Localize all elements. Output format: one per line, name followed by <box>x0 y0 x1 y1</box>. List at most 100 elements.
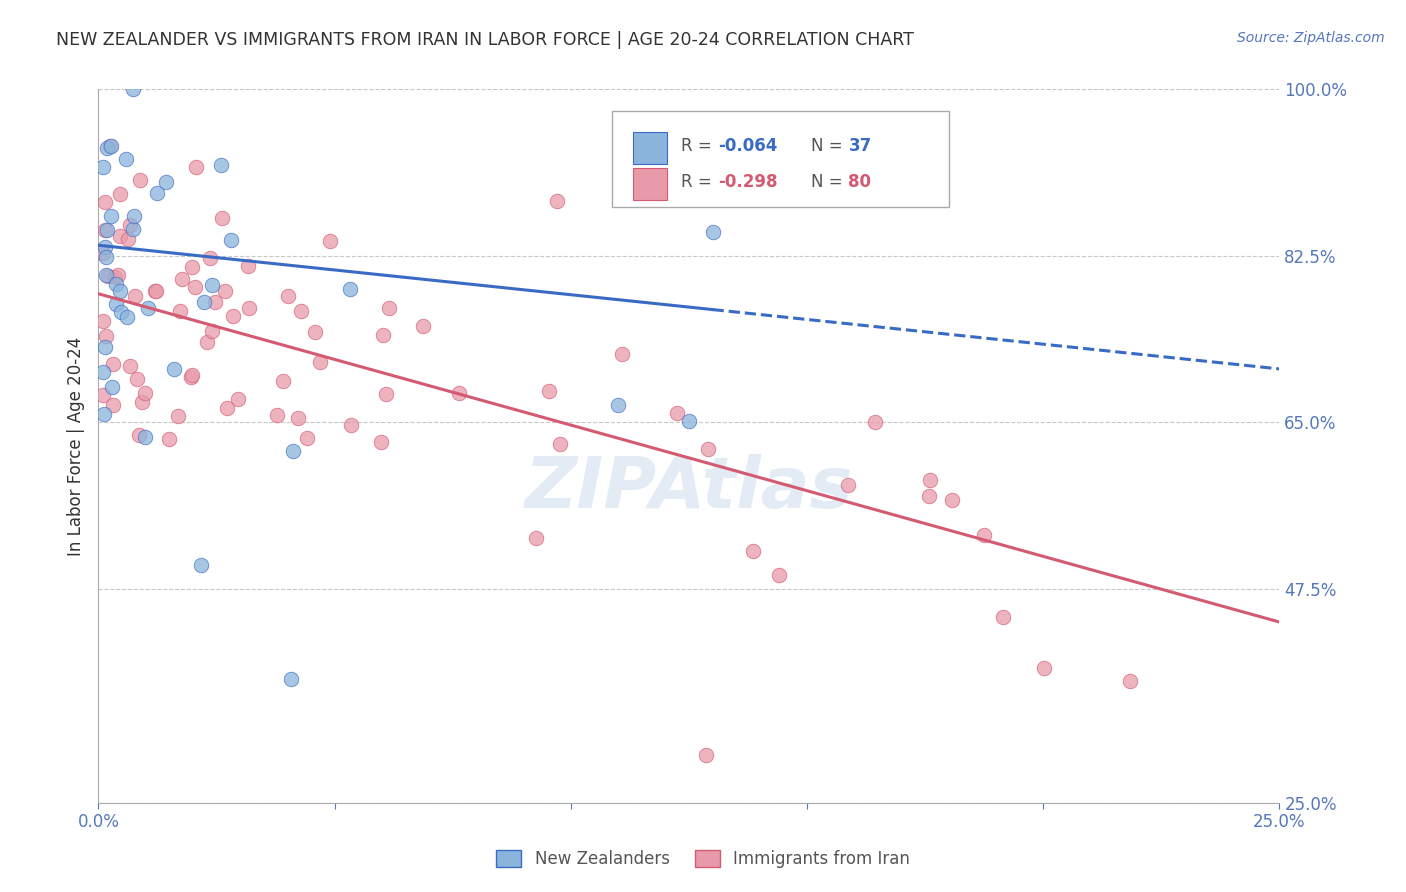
Point <box>309 355 332 369</box>
Point <box>524 531 547 545</box>
Point <box>117 232 139 246</box>
Point <box>219 233 242 247</box>
Point <box>129 173 152 187</box>
Point <box>155 175 177 189</box>
Point <box>702 225 724 239</box>
Text: 37: 37 <box>848 137 872 155</box>
Point <box>295 431 318 445</box>
Point <box>546 194 568 208</box>
Point <box>610 347 633 361</box>
Point <box>371 327 394 342</box>
Point <box>201 277 224 292</box>
Point <box>277 289 299 303</box>
Point <box>837 478 859 492</box>
Bar <box>634 132 666 164</box>
Point <box>180 260 202 274</box>
Point <box>280 672 302 686</box>
Point <box>108 229 131 244</box>
Text: ZIPAtlas: ZIPAtlas <box>524 454 853 524</box>
Point <box>863 415 886 429</box>
Point <box>94 240 117 254</box>
Point <box>136 301 159 315</box>
Point <box>678 414 700 428</box>
Point <box>122 82 145 96</box>
Point <box>104 277 127 291</box>
Point <box>339 282 361 296</box>
Point <box>195 334 218 349</box>
Point <box>215 401 238 416</box>
Point <box>91 314 114 328</box>
Point <box>114 153 136 167</box>
Text: -0.064: -0.064 <box>718 137 778 155</box>
Point <box>101 357 124 371</box>
Point <box>91 245 114 260</box>
Point <box>107 268 129 282</box>
Point <box>918 489 941 503</box>
Point <box>96 223 118 237</box>
Point <box>319 234 342 248</box>
Point <box>370 434 392 449</box>
Point <box>145 285 167 299</box>
Point <box>304 325 326 339</box>
Point <box>98 139 121 153</box>
Point <box>100 139 122 153</box>
Point <box>94 250 117 264</box>
Text: 80: 80 <box>848 173 872 191</box>
Point <box>157 432 180 446</box>
Point <box>695 748 717 763</box>
Point <box>108 285 131 299</box>
Point <box>93 407 115 421</box>
Point <box>184 161 207 175</box>
Point <box>1118 674 1140 689</box>
Point <box>374 386 396 401</box>
Point <box>412 319 434 334</box>
Text: N =: N = <box>811 137 848 155</box>
Point <box>238 301 260 315</box>
Point <box>125 372 148 386</box>
Point <box>287 410 309 425</box>
Point <box>110 305 132 319</box>
Point <box>447 385 470 400</box>
Point <box>124 289 146 303</box>
Bar <box>634 168 666 200</box>
Point <box>143 284 166 298</box>
Point <box>131 395 153 409</box>
Point <box>169 303 191 318</box>
Point <box>167 409 190 423</box>
Point <box>128 428 150 442</box>
Point <box>190 558 212 572</box>
Point <box>91 365 114 379</box>
Text: NEW ZEALANDER VS IMMIGRANTS FROM IRAN IN LABOR FORCE | AGE 20-24 CORRELATION CHA: NEW ZEALANDER VS IMMIGRANTS FROM IRAN IN… <box>56 31 914 49</box>
Point <box>211 211 233 226</box>
Point <box>91 161 114 175</box>
Point <box>283 443 305 458</box>
Point <box>273 374 295 388</box>
Point <box>94 268 117 282</box>
Text: R =: R = <box>681 173 717 191</box>
Text: R =: R = <box>681 137 717 155</box>
Point <box>145 186 167 201</box>
Point <box>101 398 124 412</box>
Point <box>226 392 249 406</box>
FancyBboxPatch shape <box>612 111 949 207</box>
Point <box>697 442 720 457</box>
Text: N =: N = <box>811 173 848 191</box>
Text: Source: ZipAtlas.com: Source: ZipAtlas.com <box>1237 31 1385 45</box>
Point <box>991 609 1014 624</box>
Point <box>236 259 259 273</box>
Point <box>94 329 117 343</box>
Point <box>214 284 236 298</box>
Point <box>115 310 138 324</box>
Legend: New Zealanders, Immigrants from Iran: New Zealanders, Immigrants from Iran <box>489 843 917 875</box>
Point <box>607 398 630 412</box>
Point <box>163 362 186 376</box>
Point <box>100 209 122 223</box>
Point <box>97 269 120 284</box>
Point <box>378 301 401 315</box>
Point <box>198 252 221 266</box>
Point <box>741 544 763 558</box>
Point <box>209 158 232 172</box>
Point <box>181 368 204 382</box>
Point <box>91 387 114 401</box>
Point <box>193 294 215 309</box>
